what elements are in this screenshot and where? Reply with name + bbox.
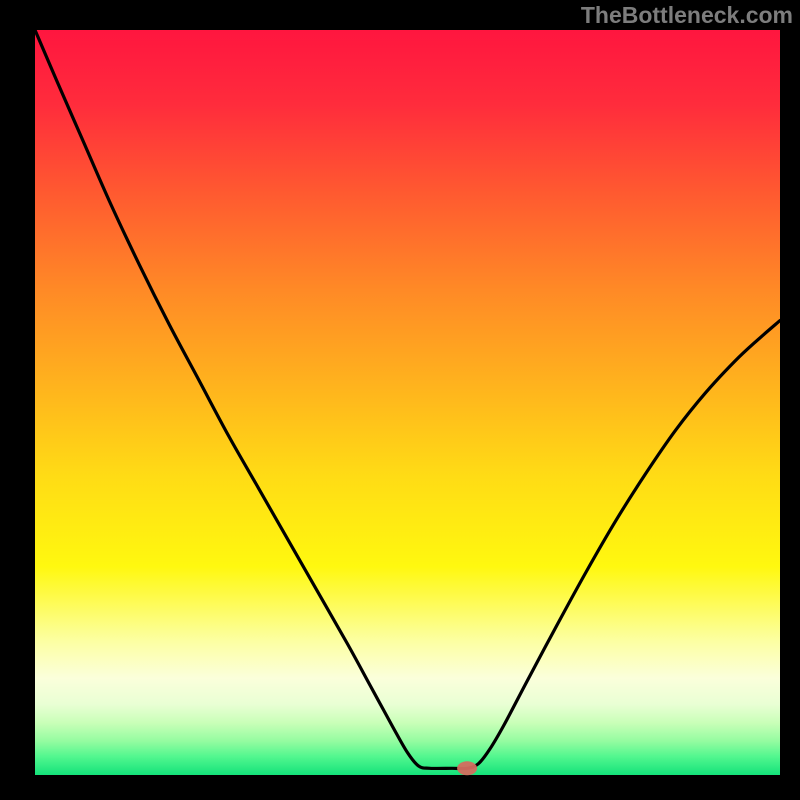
- bottleneck-chart: [0, 0, 800, 800]
- chart-stage: TheBottleneck.com: [0, 0, 800, 800]
- watermark-label: TheBottleneck.com: [581, 2, 793, 29]
